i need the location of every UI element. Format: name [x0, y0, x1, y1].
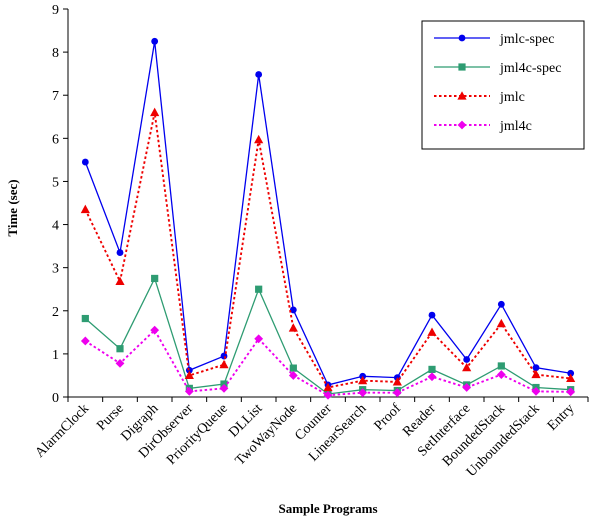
data-point-jmlc	[115, 276, 125, 286]
data-point-jml4c	[358, 388, 368, 398]
legend-marker-jmlc-spec	[458, 34, 466, 42]
legend-marker-jml4c-spec	[458, 63, 466, 71]
data-point-jmlc-spec	[151, 37, 159, 45]
y-axis-title: Time (sec)	[5, 179, 20, 236]
x-axis-title: Sample Programs	[278, 501, 377, 516]
legend-label-jml4c-spec: jml4c-spec	[499, 61, 561, 76]
legend-marker-jmlc	[457, 91, 467, 100]
data-point-jmlc	[219, 359, 229, 369]
legend-label-jmlc-spec: jmlc-spec	[499, 32, 554, 47]
legend-box	[421, 20, 585, 150]
data-point-jml4c	[219, 383, 229, 393]
x-tick-label: AlarmClock	[33, 401, 93, 461]
data-point-jmlc	[531, 369, 541, 379]
data-point-jmlc	[462, 362, 472, 372]
y-tick-label: 8	[52, 46, 59, 61]
legend-label-jml4c: jml4c	[499, 119, 532, 134]
data-point-jml4c	[462, 383, 472, 392]
data-point-jmlc	[80, 204, 90, 214]
data-point-jmlc-spec	[463, 356, 471, 363]
y-tick-label: 5	[52, 175, 59, 190]
data-point-jml4c-spec	[116, 345, 124, 353]
data-point-jmlc	[288, 323, 298, 332]
series-line-jmlc	[84, 112, 571, 389]
data-point-jmlc-spec	[81, 158, 89, 166]
series-layer	[80, 37, 576, 400]
data-point-jmlc-spec	[116, 249, 124, 256]
y-tick-label: 6	[52, 132, 59, 147]
data-point-jml4c	[323, 390, 333, 400]
data-point-jml4c-spec	[428, 365, 436, 374]
y-tick-label: 4	[52, 219, 59, 234]
y-tick-label: 7	[52, 89, 59, 104]
data-point-jmlc	[323, 382, 333, 392]
data-point-jmlc-spec	[532, 364, 540, 372]
data-point-jml4c	[115, 358, 125, 368]
data-point-jml4c	[566, 387, 576, 397]
y-tick-label: 9	[52, 3, 59, 18]
y-tick-label: 3	[52, 262, 59, 277]
data-point-jmlc	[496, 318, 506, 328]
series-jml4c	[80, 325, 576, 400]
data-point-jml4c-spec	[497, 362, 505, 370]
data-point-jmlc-spec	[428, 311, 436, 319]
series-jmlc	[80, 107, 576, 392]
axes	[63, 8, 589, 402]
data-point-jmlc	[392, 377, 402, 386]
data-point-jml4c	[427, 372, 437, 382]
data-point-jmlc	[150, 107, 160, 117]
data-point-jmlc	[254, 134, 264, 144]
data-point-jmlc-spec	[497, 300, 505, 308]
series-jml4c-spec	[81, 274, 575, 398]
x-tick-label: PriorityQueue	[164, 401, 231, 468]
y-tick-label: 2	[52, 305, 59, 320]
y-tick-label: 0	[52, 391, 59, 406]
data-point-jmlc	[566, 373, 576, 383]
data-point-jml4c	[531, 386, 541, 396]
data-point-jmlc-spec	[289, 306, 297, 314]
data-point-jml4c	[80, 336, 90, 346]
x-tick-label: Entry	[545, 401, 578, 434]
legend: jmlc-spec jml4c-spec jmlc jml4c	[421, 20, 585, 150]
data-point-jmlc	[427, 327, 437, 336]
data-point-jml4c	[288, 371, 298, 380]
x-tick-label: TwoWayNode	[233, 401, 300, 468]
data-point-jml4c-spec	[289, 364, 297, 372]
data-point-jml4c-spec	[81, 314, 89, 323]
data-point-jmlc	[358, 375, 368, 385]
data-point-jml4c	[496, 370, 506, 379]
data-point-jmlc-spec	[255, 71, 263, 78]
data-point-jml4c	[254, 334, 264, 344]
legend-marker-jml4c	[457, 120, 467, 130]
data-point-jml4c	[392, 388, 402, 398]
data-point-jml4c-spec	[151, 274, 159, 283]
data-point-jmlc-spec	[567, 369, 575, 377]
y-tick-label: 1	[52, 348, 59, 363]
data-point-jmlc	[184, 370, 194, 380]
legend-label-jmlc: jmlc	[499, 90, 525, 105]
data-point-jml4c	[150, 325, 160, 335]
data-point-jml4c	[184, 386, 194, 396]
data-point-jml4c-spec	[255, 285, 263, 293]
